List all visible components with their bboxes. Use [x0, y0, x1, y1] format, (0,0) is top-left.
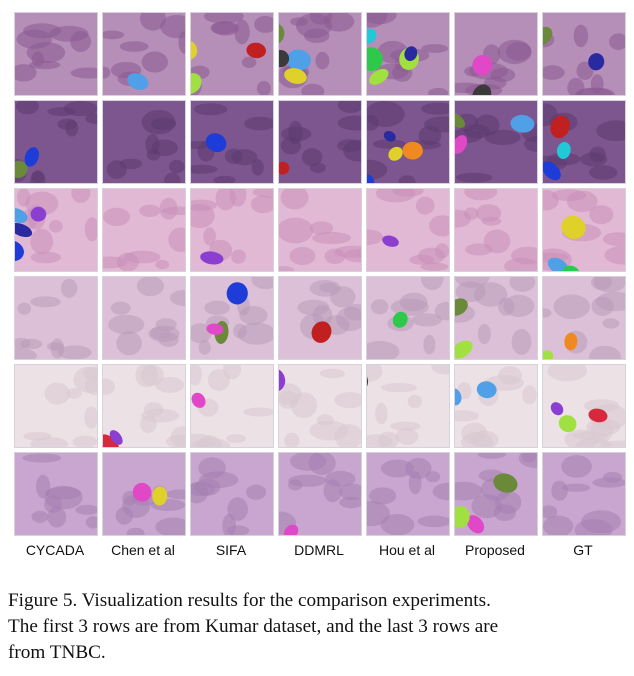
result-image — [454, 12, 538, 96]
result-image — [102, 452, 186, 536]
result-image — [190, 364, 274, 448]
result-image — [14, 452, 98, 536]
result-image — [102, 276, 186, 360]
result-image — [454, 364, 538, 448]
result-image — [542, 452, 626, 536]
result-image — [366, 452, 450, 536]
column-label: Hou et al — [378, 542, 436, 558]
caption-line-3: from TNBC. — [8, 642, 106, 663]
result-image — [454, 452, 538, 536]
result-image — [366, 364, 450, 448]
result-image — [542, 364, 626, 448]
result-image — [14, 364, 98, 448]
result-image — [102, 364, 186, 448]
result-image — [278, 188, 362, 272]
result-image — [190, 12, 274, 96]
result-image — [102, 12, 186, 96]
column-label: SIFA — [215, 542, 247, 558]
result-image — [190, 100, 274, 184]
result-image — [190, 276, 274, 360]
result-image — [542, 276, 626, 360]
result-image — [366, 188, 450, 272]
result-image — [454, 188, 538, 272]
caption-line-1: Figure 5. Visualization results for the … — [8, 590, 491, 611]
result-image — [366, 276, 450, 360]
result-image — [542, 12, 626, 96]
result-image — [454, 100, 538, 184]
result-image — [278, 452, 362, 536]
result-image — [14, 188, 98, 272]
result-image — [454, 276, 538, 360]
result-image — [278, 12, 362, 96]
result-image — [278, 276, 362, 360]
caption-line-2: The first 3 rows are from Kumar dataset,… — [8, 616, 499, 637]
result-image — [102, 188, 186, 272]
result-image — [278, 364, 362, 448]
result-image — [366, 12, 450, 96]
column-label: DDMRL — [294, 542, 344, 558]
column-label: Chen et al — [111, 542, 175, 558]
result-image — [542, 188, 626, 272]
result-image — [102, 100, 186, 184]
result-image — [278, 100, 362, 184]
column-label: GT — [573, 542, 593, 558]
figure-caption: Figure 5. Visualization results for the … — [8, 588, 628, 666]
column-label: Proposed — [465, 542, 525, 558]
result-image — [14, 12, 98, 96]
column-label: CYCADA — [25, 542, 85, 558]
result-image — [190, 188, 274, 272]
result-image — [366, 100, 450, 184]
result-image — [14, 276, 98, 360]
result-image — [190, 452, 274, 536]
result-image — [14, 100, 98, 184]
result-image — [542, 100, 626, 184]
